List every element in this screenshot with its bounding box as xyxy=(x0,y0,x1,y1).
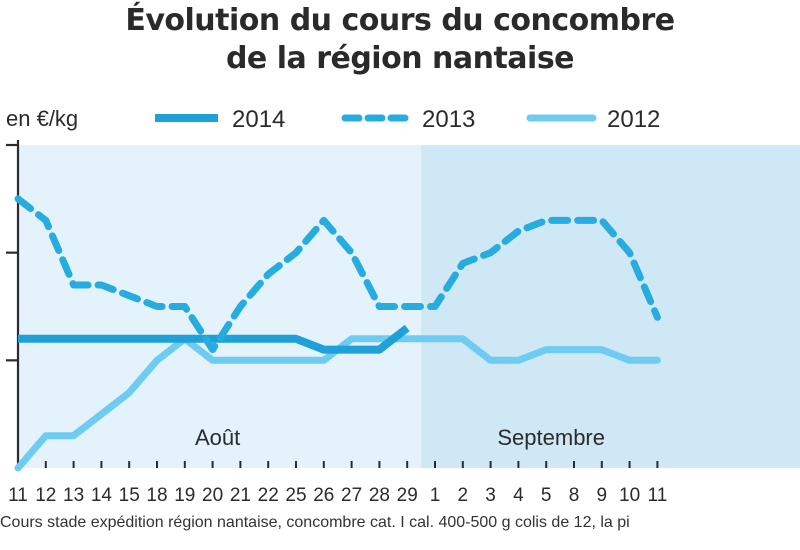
x-tick-label: 9 xyxy=(597,485,608,506)
chart-title-line-2: de la région nantaise xyxy=(225,41,575,76)
x-tick-label: 14 xyxy=(91,485,113,506)
footnote: Cours stade expédition région nantaise, … xyxy=(0,514,630,531)
x-tick-label: 28 xyxy=(369,485,390,506)
x-tick-label: 22 xyxy=(258,485,279,506)
x-tick-label: 29 xyxy=(397,485,418,506)
x-tick-label: 4 xyxy=(513,485,524,506)
y-axis-label: en €/kg xyxy=(6,106,78,131)
plot-background-left xyxy=(18,145,422,468)
x-tick-label: 11 xyxy=(648,485,668,506)
legend-label-2013: 2013 xyxy=(422,106,475,133)
month-label: Août xyxy=(195,425,240,450)
legend-label-2012: 2012 xyxy=(607,106,660,133)
x-tick-label: 20 xyxy=(202,485,223,506)
x-tick-label: 25 xyxy=(285,485,306,506)
legend-label-2014: 2014 xyxy=(232,106,285,133)
x-tick-label: 21 xyxy=(230,485,251,506)
chart-title-line-1: Évolution du cours du concombre xyxy=(125,3,675,38)
x-tick-label: 8 xyxy=(569,485,580,506)
x-tick-label: 13 xyxy=(63,485,84,506)
x-tick-label: 3 xyxy=(485,485,496,506)
x-tick-label: 11 xyxy=(8,485,28,506)
x-tick-label: 26 xyxy=(313,485,334,506)
plot-background-right xyxy=(421,145,800,468)
x-tick-label: 27 xyxy=(341,485,362,506)
x-tick-label: 5 xyxy=(541,485,552,506)
x-tick-label: 18 xyxy=(146,485,167,506)
chart-title: Évolution du cours du concombre de la ré… xyxy=(0,2,800,78)
x-tick-label: 10 xyxy=(619,485,640,506)
line-chart: 11 12 13 14 15 18 19 20 21 22 25 26 27 28 29 1 2 3 4 5 8 9 10 1… xyxy=(6,106,800,506)
x-tick-label: 2 xyxy=(458,485,469,506)
series-line-2013 xyxy=(14,195,661,354)
series-line-2014 xyxy=(18,324,410,354)
x-tick-label: 12 xyxy=(35,485,56,506)
x-tick-label: 19 xyxy=(174,485,195,506)
x-tick-label: 1 xyxy=(430,485,441,506)
x-tick-label: 15 xyxy=(119,485,140,506)
month-label: Septembre xyxy=(497,425,605,450)
